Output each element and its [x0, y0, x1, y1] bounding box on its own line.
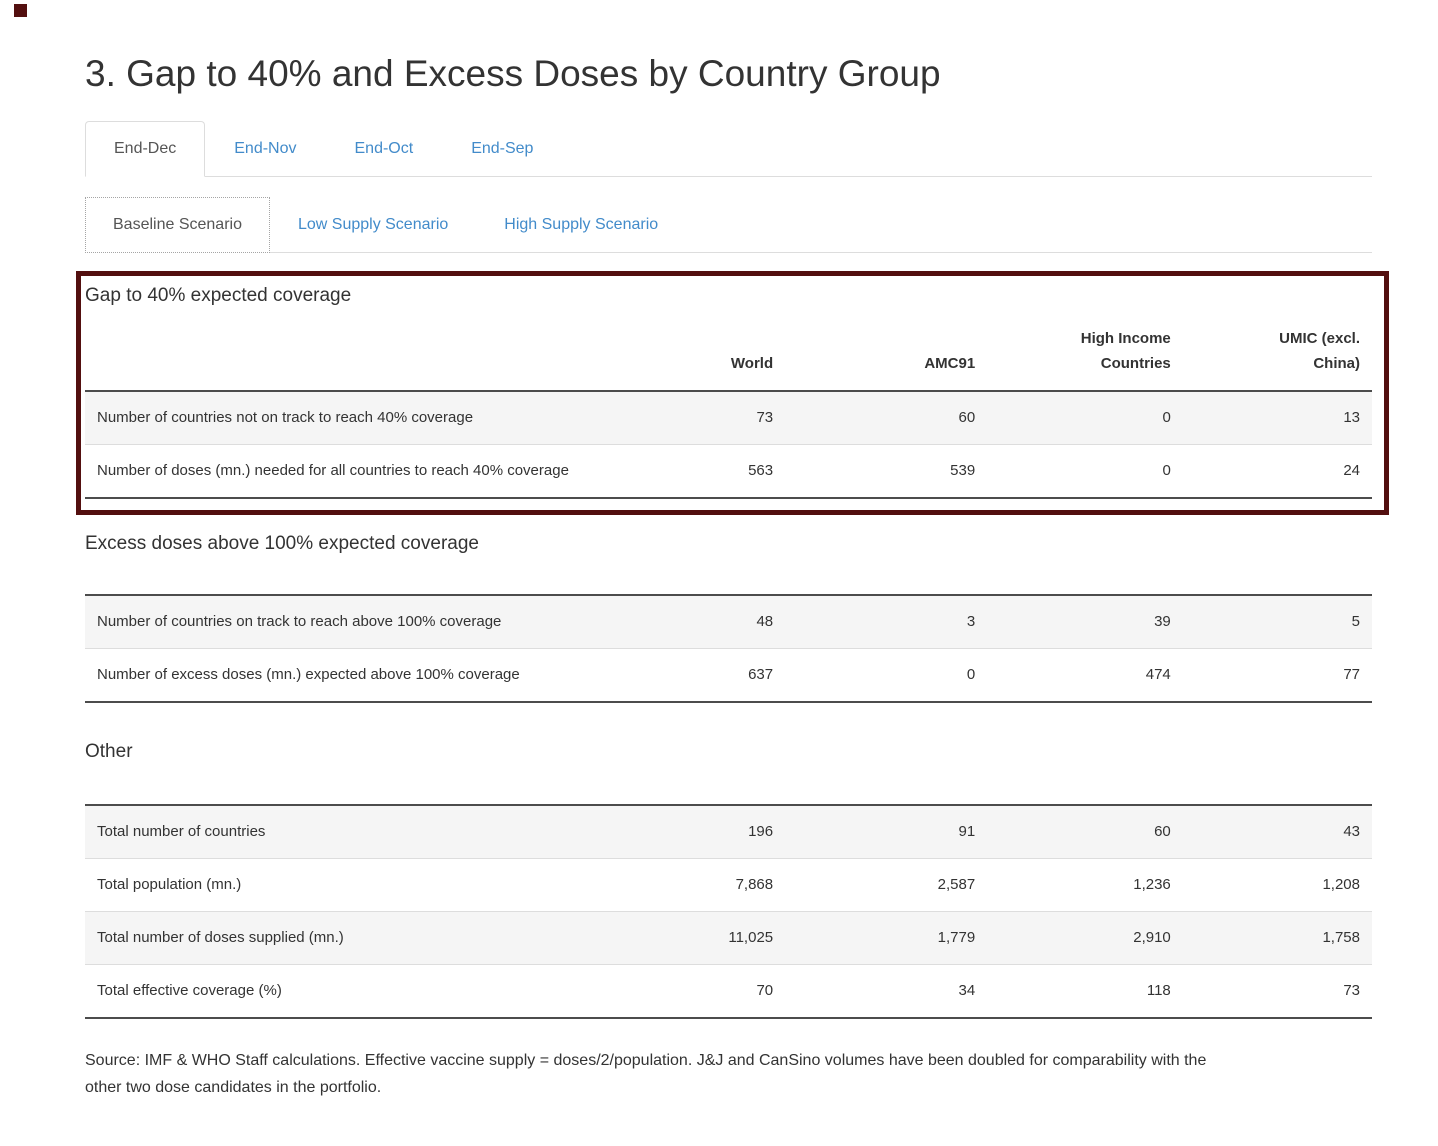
- gap-table: World AMC91 High Income Countries UMIC (…: [85, 307, 1372, 499]
- cell-value: 118: [1146, 981, 1171, 999]
- gap-table-header-row: World AMC91 High Income Countries UMIC (…: [85, 307, 1372, 392]
- cell-value: 474: [1145, 665, 1171, 683]
- cell-value: 0: [1162, 461, 1171, 479]
- excess-table: Number of countries on track to reach ab…: [85, 593, 1372, 703]
- section-label-gap: Gap to 40% expected coverage: [85, 284, 352, 306]
- tab-end-oct[interactable]: End-Oct: [326, 121, 443, 177]
- tab-high-supply-scenario-label[interactable]: High Supply Scenario: [504, 215, 659, 233]
- tab-high-supply-scenario[interactable]: High Supply Scenario: [476, 197, 686, 253]
- column-header-empty: [85, 307, 652, 392]
- table-row: Total number of doses supplied (mn.) 11,…: [85, 911, 1372, 965]
- table-row: Number of doses (mn.) needed for all cou…: [85, 444, 1372, 498]
- column-header-world: World: [651, 307, 786, 392]
- table-row: Total population (mn.) 7,868 2,587 1,236…: [85, 858, 1372, 911]
- tab-end-oct-label[interactable]: End-Oct: [354, 139, 414, 157]
- table-row: Total number of countries 196 91 60 43: [85, 804, 1372, 859]
- cell-value: 73: [1343, 981, 1360, 999]
- cell-value: 43: [1343, 822, 1360, 840]
- cell-value: 60: [958, 408, 976, 426]
- cell-value: 60: [1154, 822, 1171, 840]
- cell-value: 0: [966, 665, 976, 683]
- column-header-amc91: AMC91: [785, 307, 988, 392]
- cell-value: 70: [756, 981, 774, 999]
- cell-value: 13: [1343, 408, 1360, 426]
- cell-value: 2,910: [1133, 928, 1171, 946]
- scenario-tab-bar: Baseline Scenario Low Supply Scenario Hi…: [85, 196, 1372, 253]
- row-label: Total number of countries: [97, 822, 266, 840]
- table-row: Number of excess doses (mn.) expected ab…: [85, 648, 1372, 702]
- cell-value: 7,868: [735, 875, 774, 893]
- main-content: 3. Gap to 40% and Excess Doses by Countr…: [76, 0, 1389, 1101]
- tab-low-supply-scenario-label[interactable]: Low Supply Scenario: [297, 215, 449, 233]
- cell-value: 637: [748, 665, 774, 683]
- cell-value: 5: [1351, 612, 1360, 630]
- cell-value: 48: [756, 612, 774, 630]
- cell-value: 2,587: [937, 875, 976, 893]
- annotation-corner-marker: [14, 4, 27, 17]
- source-note: Source: IMF & WHO Staff calculations. Ef…: [85, 1051, 1207, 1096]
- tab-end-sep[interactable]: End-Sep: [442, 121, 562, 177]
- cell-value: 34: [958, 981, 976, 999]
- other-table: Total number of countries 196 91 60 43 T…: [85, 803, 1372, 1019]
- cell-value: 0: [1162, 408, 1171, 426]
- table-row: Total effective coverage (%) 70 34 118 7…: [85, 964, 1372, 1018]
- column-header-umic: UMIC (excl. China): [1182, 307, 1372, 392]
- tab-baseline-scenario[interactable]: Baseline Scenario: [85, 196, 270, 253]
- tab-end-sep-label[interactable]: End-Sep: [471, 139, 534, 157]
- cell-value: 539: [950, 461, 976, 479]
- row-label: Total effective coverage (%): [97, 981, 282, 999]
- row-label: Number of countries not on track to reac…: [97, 408, 474, 426]
- tab-low-supply-scenario[interactable]: Low Supply Scenario: [270, 197, 476, 253]
- tab-end-dec-label[interactable]: End-Dec: [85, 120, 206, 177]
- row-label: Total population (mn.): [97, 875, 242, 893]
- row-label: Total number of doses supplied (mn.): [97, 928, 344, 946]
- row-label: Number of excess doses (mn.) expected ab…: [97, 665, 520, 683]
- cell-value: 563: [748, 461, 774, 479]
- highlight-annotation-box: Gap to 40% expected coverage World AMC91…: [76, 270, 1389, 515]
- cell-value: 11,025: [728, 928, 774, 946]
- tab-end-dec[interactable]: End-Dec: [85, 120, 206, 177]
- cell-value: 3: [966, 612, 976, 630]
- tab-end-nov-label[interactable]: End-Nov: [234, 139, 297, 157]
- cell-value: 77: [1343, 665, 1360, 683]
- page-title: 3. Gap to 40% and Excess Doses by Countr…: [85, 53, 941, 94]
- cell-value: 39: [1154, 612, 1171, 630]
- section-label-other: Other: [85, 740, 133, 762]
- section-label-excess: Excess doses above 100% expected coverag…: [85, 532, 479, 554]
- row-label: Number of doses (mn.) needed for all cou…: [97, 461, 569, 479]
- cell-value: 24: [1343, 461, 1360, 479]
- cell-value: 1,236: [1133, 875, 1171, 893]
- cell-value: 73: [756, 408, 774, 426]
- tab-baseline-scenario-label[interactable]: Baseline Scenario: [85, 196, 270, 253]
- cell-value: 1,208: [1322, 875, 1360, 893]
- table-row: Number of countries not on track to reac…: [85, 390, 1372, 445]
- cell-value: 1,758: [1322, 928, 1360, 946]
- column-header-hic: High Income Countries: [987, 307, 1183, 392]
- cell-value: 196: [748, 822, 774, 840]
- row-label: Number of countries on track to reach ab…: [97, 612, 502, 630]
- cell-value: 91: [958, 822, 976, 840]
- tab-end-nov[interactable]: End-Nov: [205, 121, 325, 177]
- cell-value: 1,779: [937, 928, 976, 946]
- period-tab-bar: End-Dec End-Nov End-Oct End-Sep: [85, 120, 1372, 177]
- table-row: Number of countries on track to reach ab…: [85, 594, 1372, 649]
